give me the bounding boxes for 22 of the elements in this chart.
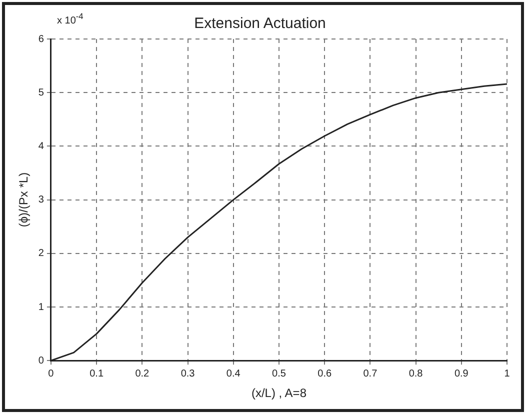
x-tick-label: 0.4 [226,368,241,380]
y-tick-label: 1 [38,302,44,313]
y-tick-label: 5 [38,87,44,98]
x-tick-label: 0.2 [135,368,150,380]
x-axis-title: (x/L) , A=8 [251,386,307,400]
x-tick-label: 0 [48,368,54,380]
text: x 10$^{-4}$ [57,11,84,26]
x-tick-label: 0.5 [272,368,286,380]
y-tick-label: 4 [38,140,44,152]
y-tick-label: 3 [38,194,44,206]
chart-title: Extension Actuation [194,15,326,32]
x-tick-label: 0.9 [454,368,469,380]
x-tick-label: 0.3 [180,368,196,380]
x-tick-label: 0.6 [318,368,332,380]
y-tick-label: 2 [38,248,44,260]
y-tick-label: 0 [38,355,44,366]
y-tick-label: 6 [38,34,44,45]
x-tick-label: 0.7 [363,368,378,380]
y-axis-title: (ϕ)/(Px *L) [16,172,31,228]
x-tick-label: 0.8 [408,368,424,380]
x-tick-label: 1 [504,368,510,380]
x-tick-label: 0.1 [90,368,104,380]
